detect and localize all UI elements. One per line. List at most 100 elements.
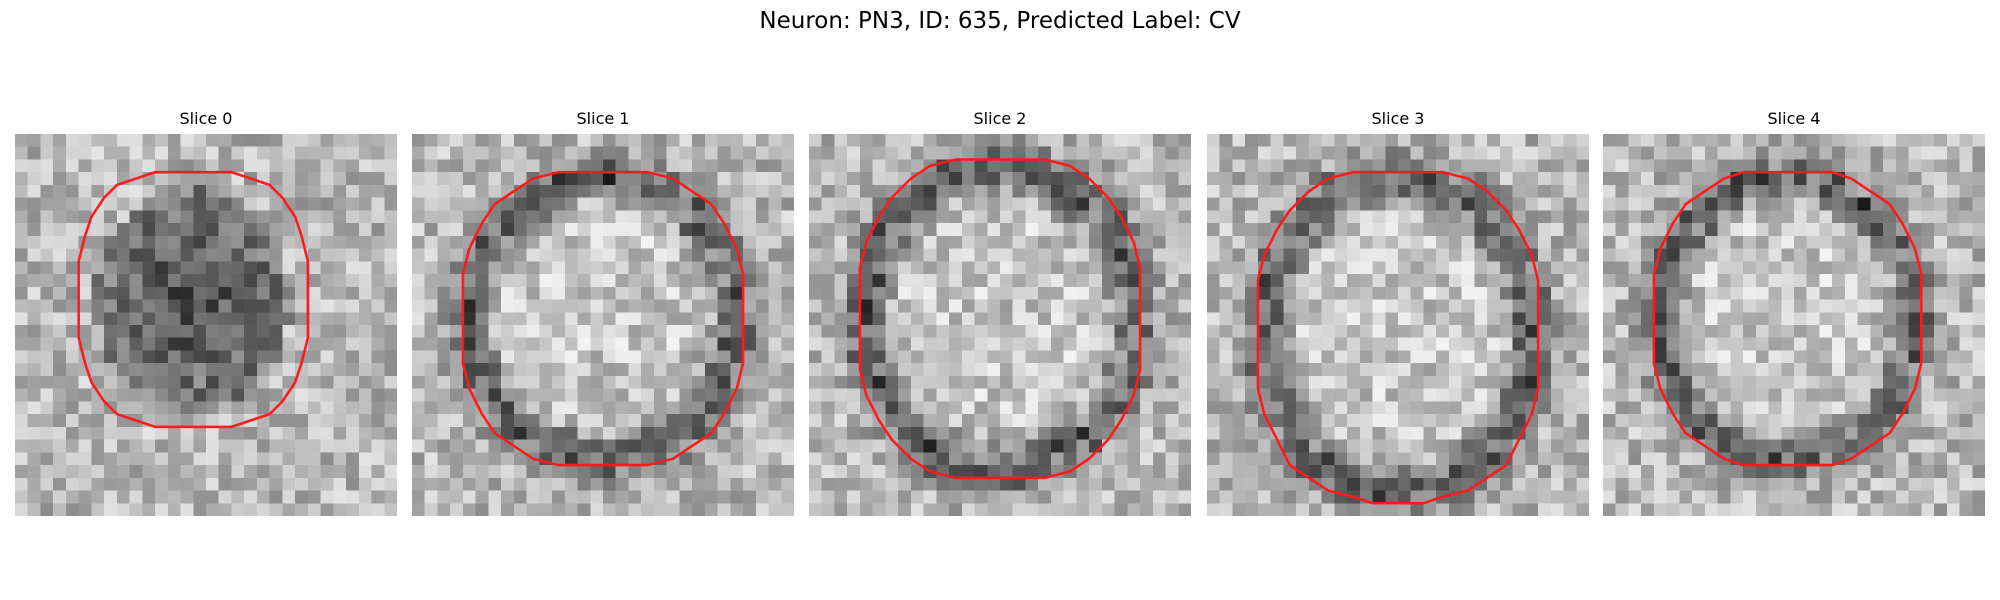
pixel: [218, 426, 232, 440]
pixel: [1819, 172, 1833, 186]
pixel: [1000, 235, 1013, 249]
pixel: [1050, 172, 1064, 186]
pixel: [1857, 452, 1871, 466]
pixel: [1603, 286, 1616, 300]
pixel: [1525, 439, 1539, 453]
pixel: [872, 223, 886, 237]
pixel: [1385, 274, 1399, 288]
pixel: [872, 465, 886, 479]
pixel: [1461, 223, 1475, 237]
pixel: [1641, 210, 1655, 224]
pixel: [358, 197, 372, 211]
pixel: [1819, 350, 1833, 364]
pixel: [1423, 286, 1437, 300]
pixel: [1768, 274, 1782, 288]
pixel: [590, 184, 604, 198]
pixel: [1512, 439, 1526, 453]
pixel: [1628, 337, 1642, 351]
pixel: [78, 325, 92, 338]
pixel: [1563, 223, 1577, 237]
pixel: [1347, 452, 1361, 466]
pixel: [1296, 490, 1310, 504]
pixel: [936, 134, 950, 147]
pixel: [1576, 159, 1589, 173]
pixel: [1474, 312, 1488, 326]
pixel: [1347, 134, 1361, 147]
pixel: [206, 375, 219, 389]
pixel: [155, 388, 169, 402]
pixel: [193, 325, 207, 338]
pixel: [371, 261, 385, 275]
pixel: [1436, 337, 1450, 351]
pixel: [885, 363, 899, 377]
pixel: [768, 286, 782, 300]
pixel: [936, 337, 950, 351]
pixel: [1870, 465, 1884, 479]
pixel: [1781, 375, 1795, 389]
pixel: [961, 414, 975, 428]
pixel: [1410, 299, 1424, 313]
pixel: [65, 248, 79, 262]
pixel: [450, 350, 464, 364]
pixel: [809, 184, 822, 198]
pixel: [641, 363, 655, 377]
pixel: [206, 401, 219, 415]
pixel: [809, 146, 822, 160]
pixel: [346, 210, 360, 224]
pixel: [1050, 261, 1064, 275]
pixel: [974, 503, 988, 516]
pixel: [1692, 299, 1706, 313]
pixel: [1245, 197, 1259, 211]
pixel: [1347, 197, 1361, 211]
pixel: [320, 465, 334, 479]
pixel: [346, 184, 360, 198]
pixel: [1525, 210, 1539, 224]
pixel: [307, 337, 321, 351]
pixel: [1359, 274, 1373, 288]
pixel: [1410, 261, 1424, 275]
pixel: [755, 299, 769, 313]
pixel: [142, 375, 156, 389]
pixel: [307, 401, 321, 415]
pixel: [1576, 401, 1589, 415]
pixel: [371, 159, 385, 173]
pixel: [358, 477, 372, 491]
pixel: [501, 426, 515, 440]
pixel: [424, 325, 438, 338]
pixel: [847, 426, 861, 440]
pixel: [1781, 184, 1795, 198]
pixel: [1321, 350, 1335, 364]
pixel: [653, 286, 667, 300]
pixel: [142, 134, 156, 147]
pixel: [1076, 274, 1090, 288]
pixel: [1423, 223, 1437, 237]
pixel: [1423, 274, 1437, 288]
pixel: [256, 274, 270, 288]
pixel: [65, 465, 79, 479]
pixel: [1704, 197, 1718, 211]
pixel: [1101, 414, 1115, 428]
pixel: [1308, 261, 1322, 275]
pixel: [1730, 439, 1744, 453]
pixel: [743, 439, 757, 453]
pixel: [346, 274, 360, 288]
pixel: [206, 299, 219, 313]
pixel: [27, 439, 41, 453]
pixel: [1704, 210, 1718, 224]
pixel: [53, 134, 67, 147]
pixel: [1628, 503, 1642, 516]
pixel: [320, 184, 334, 198]
pixel: [1959, 414, 1973, 428]
pixel: [987, 401, 1001, 415]
pixel: [346, 159, 360, 173]
pixel: [513, 414, 527, 428]
pixel: [692, 172, 706, 186]
pixel: [1050, 286, 1064, 300]
pixel: [1038, 401, 1052, 415]
pixel: [628, 325, 642, 338]
pixel: [1000, 426, 1013, 440]
pixel: [27, 146, 41, 160]
pixel: [1730, 350, 1744, 364]
pixel: [1934, 350, 1948, 364]
pixel: [1512, 261, 1526, 275]
